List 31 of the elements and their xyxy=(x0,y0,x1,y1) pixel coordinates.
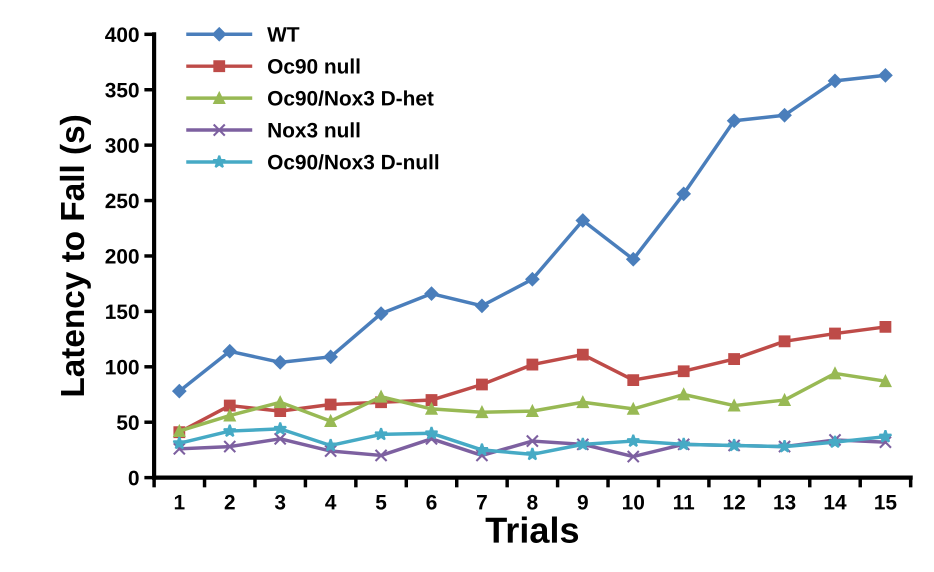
x-tick-label: 6 xyxy=(426,494,437,510)
x-tick-label: 13 xyxy=(774,494,796,510)
x-tick-label: 3 xyxy=(274,494,286,510)
y-tick-label: 50 xyxy=(116,415,139,430)
legend-label: Oc90 null xyxy=(268,58,360,74)
x-tick-label: 1 xyxy=(174,495,185,510)
y-tick-label: 250 xyxy=(105,194,139,208)
x-axis-title: Trials xyxy=(486,516,578,544)
legend-label: Oc90/Nox3 D-het xyxy=(268,90,434,106)
y-tick-label: 100 xyxy=(106,360,139,375)
legend-label: Oc90/Nox3 D-null xyxy=(268,154,438,170)
x-tick-label: 14 xyxy=(824,495,846,510)
x-tick-label: 8 xyxy=(527,494,538,510)
x-tick-label: 2 xyxy=(224,494,235,510)
y-tick-label: 150 xyxy=(106,304,139,320)
x-tick-label: 5 xyxy=(376,495,386,510)
y-tick-label: 0 xyxy=(128,470,139,486)
y-tick-label: 350 xyxy=(105,82,139,98)
x-tick-label: 15 xyxy=(875,495,896,510)
x-tick-label: 12 xyxy=(724,494,745,510)
y-tick-label: 300 xyxy=(105,138,139,153)
y-axis-title: Latency to Fall (s) xyxy=(60,116,91,396)
legend-label: Nox3 null xyxy=(268,122,360,138)
legend-label: WT xyxy=(267,27,300,42)
x-tick-label: 11 xyxy=(674,495,694,510)
x-tick-label: 7 xyxy=(477,495,487,510)
x-tick-label: 10 xyxy=(622,494,644,510)
x-tick-label: 9 xyxy=(578,494,588,510)
y-tick-label: 400 xyxy=(105,27,139,42)
y-tick-label: 200 xyxy=(105,248,139,264)
x-tick-label: 4 xyxy=(325,495,336,510)
